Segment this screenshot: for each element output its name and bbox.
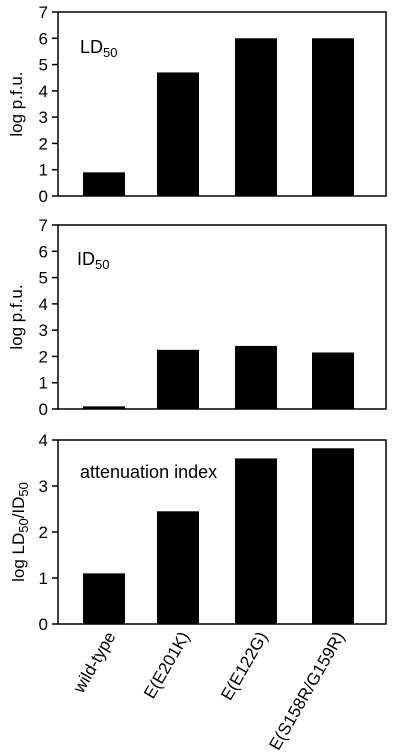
bar-e-e122g — [235, 345, 277, 409]
bar-e-s158r-g159r — [312, 352, 354, 409]
bar-e-e201k — [157, 349, 199, 409]
y-axis-title: log p.f.u. — [7, 284, 26, 349]
plot-frame — [57, 224, 387, 410]
bar-e-e201k — [157, 511, 199, 624]
bar-e-e201k — [157, 72, 199, 196]
y-tick-label: 2 — [39, 523, 48, 542]
y-tick-label: 1 — [39, 374, 48, 393]
x-category-labels: wild-type E(E201K) E(E122G)E(S158R/G159R) — [69, 629, 349, 752]
panel-label-subscript: 50 — [95, 257, 109, 272]
y-axis-title-part: log LD — [9, 533, 28, 582]
y-tick-label: 6 — [39, 29, 48, 48]
panel-label-main: LD — [80, 37, 103, 57]
bar-e-s158r-g159r — [312, 38, 354, 197]
y-tick-label: 1 — [39, 569, 48, 588]
bar-e-e122g — [235, 458, 277, 624]
panel-label-main: ID — [77, 249, 95, 269]
bar-e-s158r-g159r — [312, 448, 354, 624]
y-axis-title: log LD50/ID50 — [9, 482, 31, 582]
y-axis-title-part: /ID — [9, 497, 28, 519]
x-category-label: E(E201K) — [140, 629, 193, 702]
x-category-label: wild-type — [69, 629, 120, 697]
y-tick-label: 2 — [39, 347, 48, 366]
y-tick-label: 3 — [39, 108, 48, 127]
y-axis-title-subscript: 50 — [16, 518, 31, 532]
y-tick-label: 5 — [39, 269, 48, 288]
y-tick-label: 4 — [39, 431, 48, 450]
y-tick-label: 7 — [39, 216, 48, 235]
y-tick-label: 1 — [39, 161, 48, 180]
y-tick-label: 4 — [39, 82, 48, 101]
bar-e-e122g — [235, 38, 277, 197]
panel-label: LD50 — [80, 37, 117, 60]
y-axis-title-subscript: 50 — [16, 482, 31, 496]
bar-wild-type — [83, 406, 125, 409]
y-axis-title: log p.f.u. — [7, 71, 26, 136]
y-tick-label: 5 — [39, 56, 48, 75]
panel-id50: 0 1 2 3 4 5 6 7 ID50 log p.f.u. — [7, 216, 387, 419]
y-tick-label: 7 — [39, 3, 48, 22]
x-category-label: E(S158R/G159R) — [265, 629, 348, 752]
panel-ld50: 0 1 2 3 4 5 6 7 LD50 log p.f.u. — [7, 3, 387, 206]
bar-wild-type — [83, 172, 125, 196]
bar-wild-type — [83, 573, 125, 624]
plot-frame — [57, 11, 387, 197]
y-tick-label: 0 — [39, 615, 48, 634]
panel-label: ID50 — [77, 249, 109, 272]
y-tick-label: 6 — [39, 242, 48, 261]
x-category-label: E(E122G) — [217, 629, 271, 704]
y-tick-label: 0 — [39, 400, 48, 419]
panel-label-subscript: 50 — [103, 45, 117, 60]
panel-label: attenuation index — [80, 462, 217, 482]
y-tick-label: 4 — [39, 295, 48, 314]
y-tick-label: 3 — [39, 477, 48, 496]
y-tick-label: 0 — [39, 187, 48, 206]
y-tick-label: 2 — [39, 134, 48, 153]
y-tick-label: 3 — [39, 321, 48, 340]
